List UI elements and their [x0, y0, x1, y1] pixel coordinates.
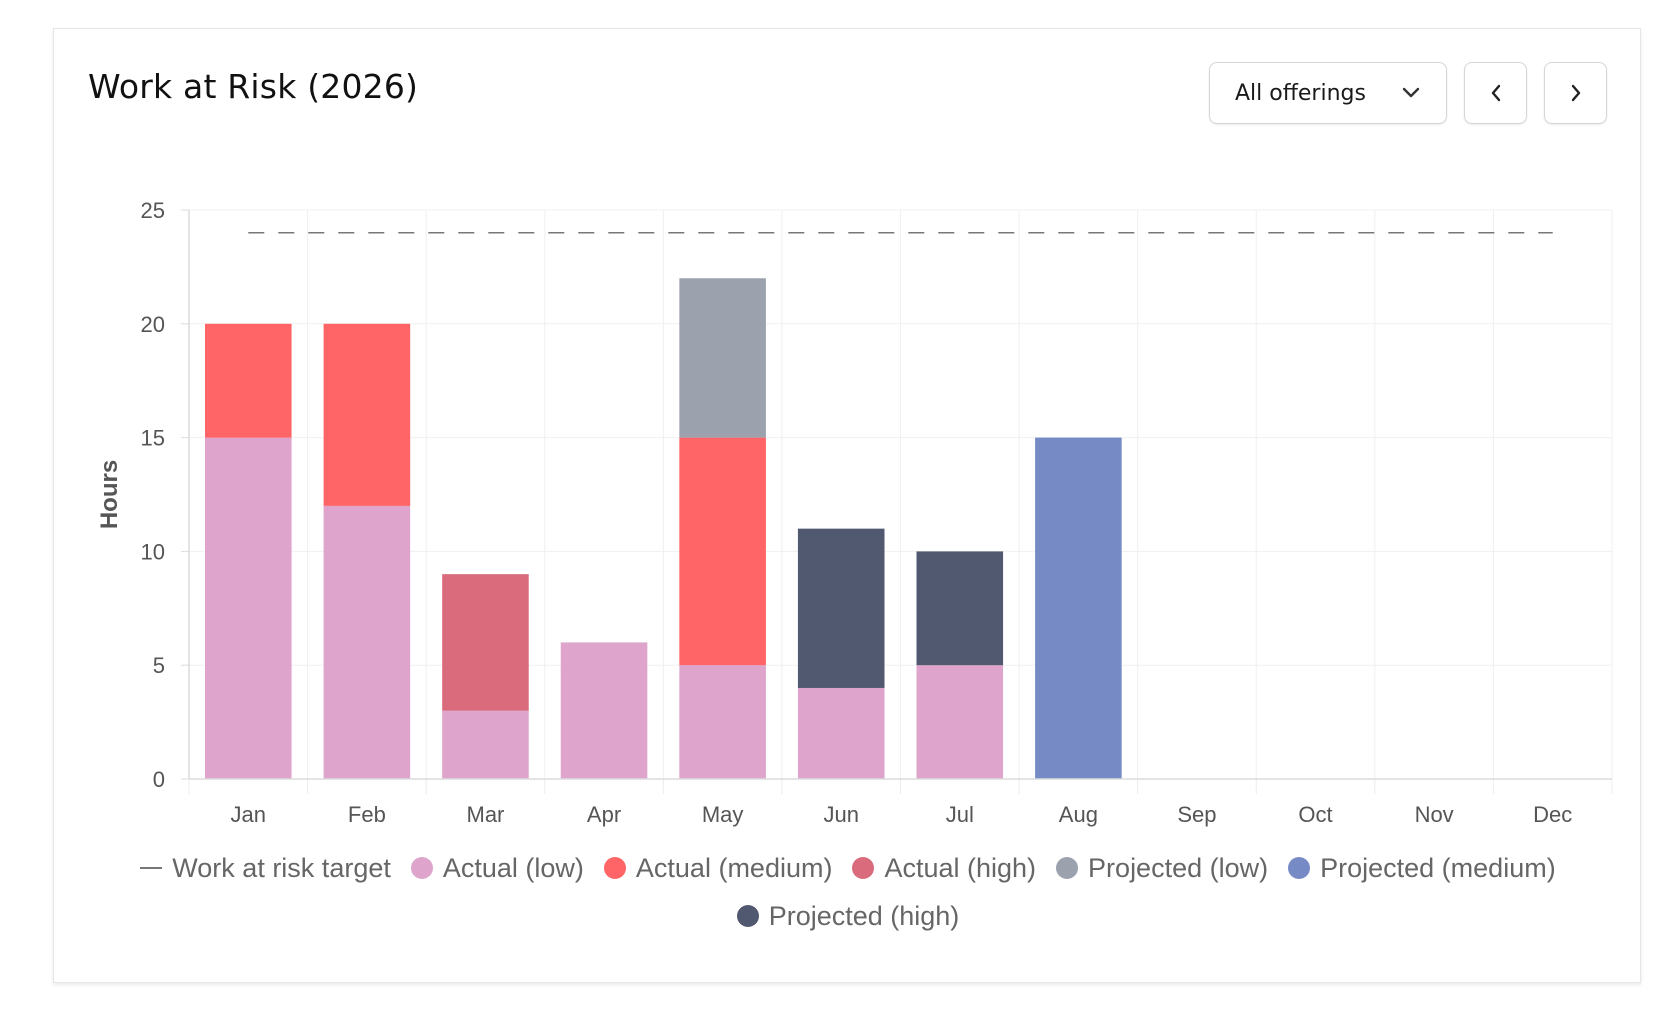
- x-tick-label: Mar: [467, 802, 505, 827]
- bar-segment[interactable]: [679, 278, 766, 438]
- y-tick-label: 20: [141, 312, 165, 337]
- bar-segment[interactable]: [205, 437, 292, 779]
- bar-segment[interactable]: [916, 551, 1004, 666]
- legend-label: Work at risk target: [172, 852, 391, 883]
- x-tick-label: Jan: [231, 802, 266, 827]
- x-tick-label: Sep: [1177, 802, 1216, 827]
- chevron-left-icon: [1490, 84, 1502, 102]
- legend-label: Actual (low): [442, 852, 584, 883]
- x-tick-label: Dec: [1533, 802, 1572, 827]
- offerings-dropdown-label: All offerings: [1235, 80, 1366, 106]
- bar-segment[interactable]: [442, 710, 529, 779]
- x-tick-label: Jun: [823, 802, 858, 827]
- bar-segment[interactable]: [797, 528, 885, 688]
- legend-dot-swatch: [852, 857, 875, 879]
- bar-segment[interactable]: [560, 642, 648, 779]
- legend-label: Actual (medium): [635, 852, 833, 883]
- bar-segment[interactable]: [797, 687, 885, 779]
- x-tick-label: Oct: [1298, 802, 1332, 827]
- x-tick-label: Jul: [946, 802, 974, 827]
- bar-segment[interactable]: [205, 323, 292, 438]
- legend-line-swatch: [140, 867, 163, 869]
- bar-segment[interactable]: [442, 574, 529, 711]
- legend-label: Projected (low): [1088, 852, 1269, 883]
- legend-item[interactable]: Projected (low): [1056, 849, 1268, 887]
- work-at-risk-card: Work at Risk (2026) All offerings: [53, 28, 1641, 983]
- chart-controls: All offerings: [1209, 62, 1607, 124]
- legend-item[interactable]: Work at risk target: [140, 849, 391, 887]
- x-tick-label: Apr: [587, 802, 621, 827]
- legend-label: Projected (medium): [1320, 852, 1556, 883]
- chart-legend: Work at risk target Actual (low) Actual (m…: [94, 849, 1602, 935]
- y-tick-label: 5: [153, 653, 165, 678]
- y-axis-title: Hours: [96, 460, 123, 529]
- bar-segment[interactable]: [323, 505, 411, 779]
- offerings-dropdown[interactable]: All offerings: [1209, 62, 1447, 124]
- x-tick-label: Nov: [1415, 802, 1454, 827]
- bar-segment[interactable]: [916, 665, 1004, 779]
- x-tick-label: Feb: [348, 802, 386, 827]
- work-at-risk-chart: 0 5 10 15 20 25 Jan Feb Mar Apr May Jun Jul Aug Sep Oct…: [96, 198, 1613, 827]
- legend-dot-swatch: [736, 905, 759, 927]
- legend-dot-swatch: [1056, 857, 1079, 879]
- legend-dot-swatch: [603, 857, 626, 879]
- legend-label: Actual (high): [884, 852, 1037, 883]
- legend-dot-swatch: [410, 857, 433, 879]
- x-tick-label: Aug: [1059, 802, 1098, 827]
- legend-item[interactable]: Actual (high): [852, 849, 1036, 887]
- card-title: Work at Risk (2026): [88, 67, 419, 106]
- legend-dot-swatch: [1288, 857, 1311, 879]
- chevron-right-icon: [1570, 84, 1582, 102]
- bar-segment[interactable]: [679, 665, 766, 779]
- y-tick-label: 25: [141, 198, 165, 223]
- chevron-down-icon: [1402, 87, 1420, 99]
- bar-segment[interactable]: [679, 437, 766, 666]
- y-tick-label: 10: [141, 539, 165, 564]
- legend-item[interactable]: Actual (medium): [603, 849, 833, 887]
- legend-item[interactable]: Actual (low): [410, 849, 584, 887]
- legend-item[interactable]: Projected (high): [736, 897, 960, 935]
- bar-segment[interactable]: [323, 323, 411, 506]
- y-tick-label: 0: [153, 767, 165, 792]
- next-year-button[interactable]: [1544, 62, 1607, 124]
- previous-year-button[interactable]: [1464, 62, 1527, 124]
- y-tick-label: 15: [141, 426, 165, 451]
- legend-item[interactable]: Projected (medium): [1288, 849, 1556, 887]
- legend-label: Projected (high): [768, 900, 960, 931]
- x-tick-label: May: [702, 802, 744, 827]
- bar-segment[interactable]: [1035, 437, 1122, 779]
